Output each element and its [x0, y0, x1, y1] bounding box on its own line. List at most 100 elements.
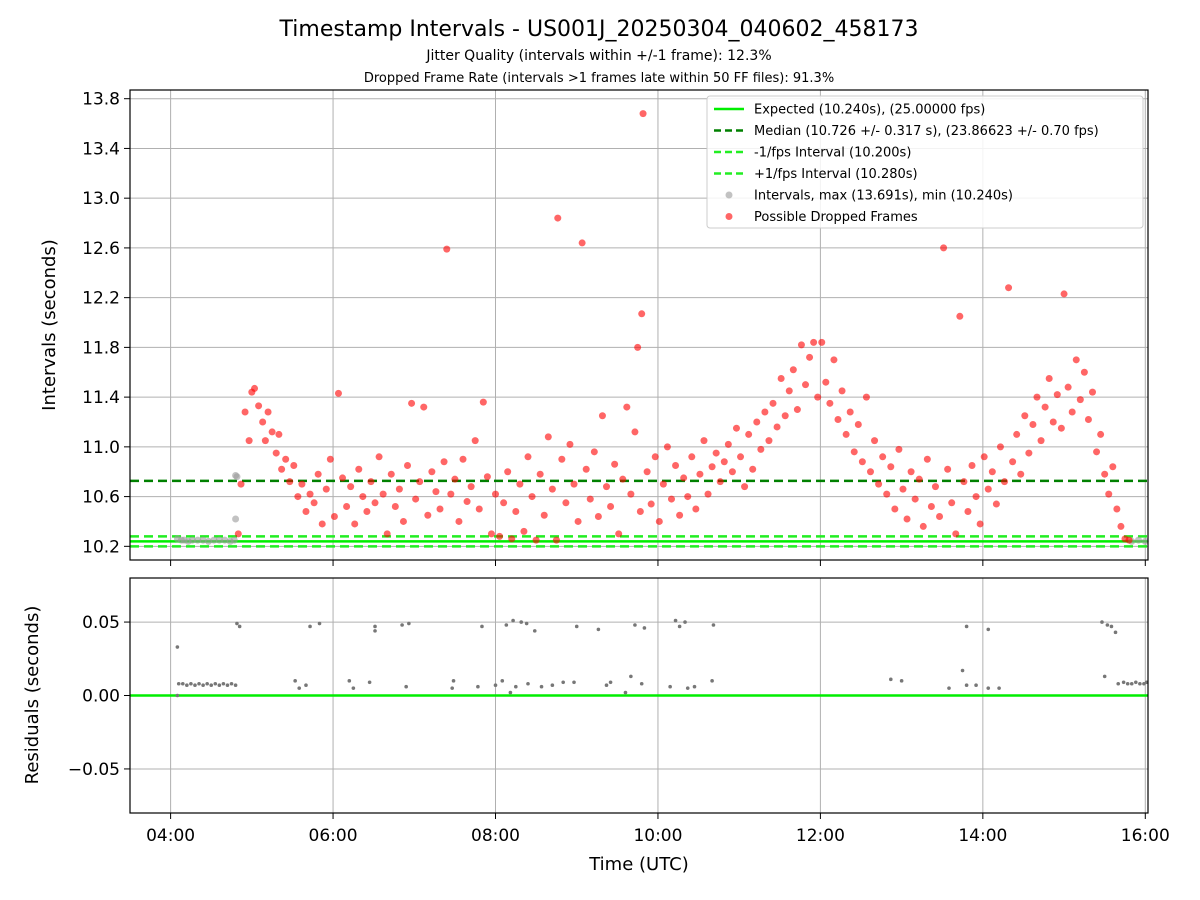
dropped-frame-point — [891, 505, 899, 513]
x-tick-label: 08:00 — [471, 826, 520, 846]
dropped-frame-point — [447, 490, 455, 498]
residual-point — [526, 681, 530, 686]
residuals-plot-frame — [129, 577, 1149, 814]
dropped-frame-point — [408, 399, 416, 407]
dropped-frame-point — [294, 493, 302, 501]
dropped-frame-point — [915, 475, 923, 483]
residual-point — [1100, 620, 1104, 624]
residual-point — [997, 686, 1001, 690]
dropped-frame-point — [272, 449, 280, 457]
dropped-frame-point — [667, 495, 675, 503]
dropped-frame-point — [594, 512, 602, 520]
dropped-frame-point — [663, 443, 671, 451]
dropped-frame-point — [351, 520, 359, 528]
dropped-frame-point — [536, 470, 544, 478]
residual-point — [629, 674, 633, 679]
dropped-frame-point — [753, 418, 761, 426]
dropped-frame-point — [455, 517, 463, 525]
legend-label: Expected (10.240s), (25.00000 fps) — [754, 103, 985, 118]
intervals-y-tick-label: 10.2 — [82, 537, 120, 557]
interval-point — [205, 537, 213, 545]
dropped-frame-point — [607, 503, 615, 511]
dropped-frame-point — [952, 530, 960, 538]
dropped-frame-point — [508, 535, 516, 543]
dropped-frame-point — [512, 508, 520, 516]
residual-point — [639, 681, 644, 686]
dropped-frame-point — [552, 536, 560, 544]
dropped-frame-point — [359, 493, 367, 501]
dropped-frame-point — [355, 465, 363, 473]
dropped-frame-point — [688, 453, 696, 461]
dropped-frame-point — [443, 245, 451, 253]
dropped-frame-point — [492, 490, 500, 498]
dropped-frame-point — [245, 437, 253, 445]
dropped-frame-point — [672, 462, 680, 470]
x-tick-label: 12:00 — [796, 826, 845, 846]
dropped-frame-point — [416, 478, 424, 486]
dropped-frame-point — [1001, 478, 1009, 486]
residuals-panel: 04:00 06:00 08:00 10:00 12:00 14:00 16:00 −0.05… — [68, 577, 1170, 846]
dropped-frame-point — [1125, 536, 1133, 544]
dropped-frame-point — [463, 498, 471, 506]
residual-point — [373, 624, 377, 629]
chart-subtitle-jitter: Jitter Quality (intervals within +/-1 fr… — [425, 48, 771, 64]
dropped-frame-point — [789, 366, 797, 374]
dropped-frame-point — [367, 478, 375, 486]
dropped-frame-point — [1017, 470, 1025, 478]
residual-point — [221, 681, 226, 686]
dropped-frame-point — [810, 338, 818, 346]
residual-point — [205, 681, 209, 686]
residual-point — [209, 683, 214, 688]
dropped-frame-point — [261, 437, 269, 445]
dropped-frame-point — [895, 445, 903, 453]
dropped-frame-point — [806, 353, 814, 361]
dropped-frame-point — [590, 448, 598, 456]
dropped-frame-point — [611, 460, 619, 468]
dropped-frame-point — [548, 485, 556, 493]
residual-point — [596, 627, 601, 632]
residual-point — [1105, 623, 1110, 627]
dropped-frame-point — [1117, 522, 1125, 530]
residual-point — [176, 681, 181, 686]
intervals-y-tick-label: 11.0 — [82, 438, 120, 458]
dropped-frame-point — [578, 239, 586, 247]
dropped-frame-point — [383, 530, 391, 538]
dropped-frame-point — [310, 499, 318, 507]
dropped-frame-point — [797, 341, 805, 349]
dropped-frame-point — [475, 505, 483, 513]
intervals-y-tick-label: 11.8 — [82, 338, 120, 358]
interval-point — [188, 536, 196, 544]
dropped-frame-point — [972, 493, 980, 501]
dropped-frame-point — [781, 412, 789, 420]
dropped-frame-point — [923, 455, 931, 463]
dropped-frame-point — [712, 449, 720, 457]
residuals-y-tick-label: 0.00 — [82, 687, 120, 707]
dropped-frame-point — [1088, 388, 1096, 396]
residual-point — [964, 683, 969, 688]
dropped-frame-point — [496, 532, 504, 540]
dropped-frame-point — [286, 478, 294, 486]
residual-point — [986, 686, 991, 690]
legend-label: Median (10.726 +/- 0.317 s), (23.86623 +… — [754, 124, 1099, 139]
dropped-frame-point — [487, 530, 495, 538]
dropped-frame-point — [1045, 374, 1053, 382]
interval-point — [1135, 536, 1143, 544]
dropped-frame-point — [858, 458, 866, 466]
residual-point — [308, 624, 312, 629]
dropped-frame-point — [745, 430, 753, 438]
dropped-frame-point — [520, 527, 528, 535]
interval-point — [210, 536, 218, 544]
dropped-frame-point — [1105, 490, 1113, 498]
dropped-frame-point — [504, 468, 512, 476]
dropped-frame-point — [1009, 458, 1017, 466]
residual-point — [185, 683, 189, 688]
dropped-frame-point — [944, 465, 952, 473]
dropped-frame-point — [716, 478, 724, 486]
legend-label: -1/fps Interval (10.200s) — [754, 146, 911, 161]
dropped-frame-point — [976, 520, 984, 528]
dropped-frame-point — [659, 480, 667, 488]
residual-point — [197, 681, 201, 686]
dropped-frame-point — [436, 505, 444, 513]
dropped-frame-point — [948, 499, 956, 507]
